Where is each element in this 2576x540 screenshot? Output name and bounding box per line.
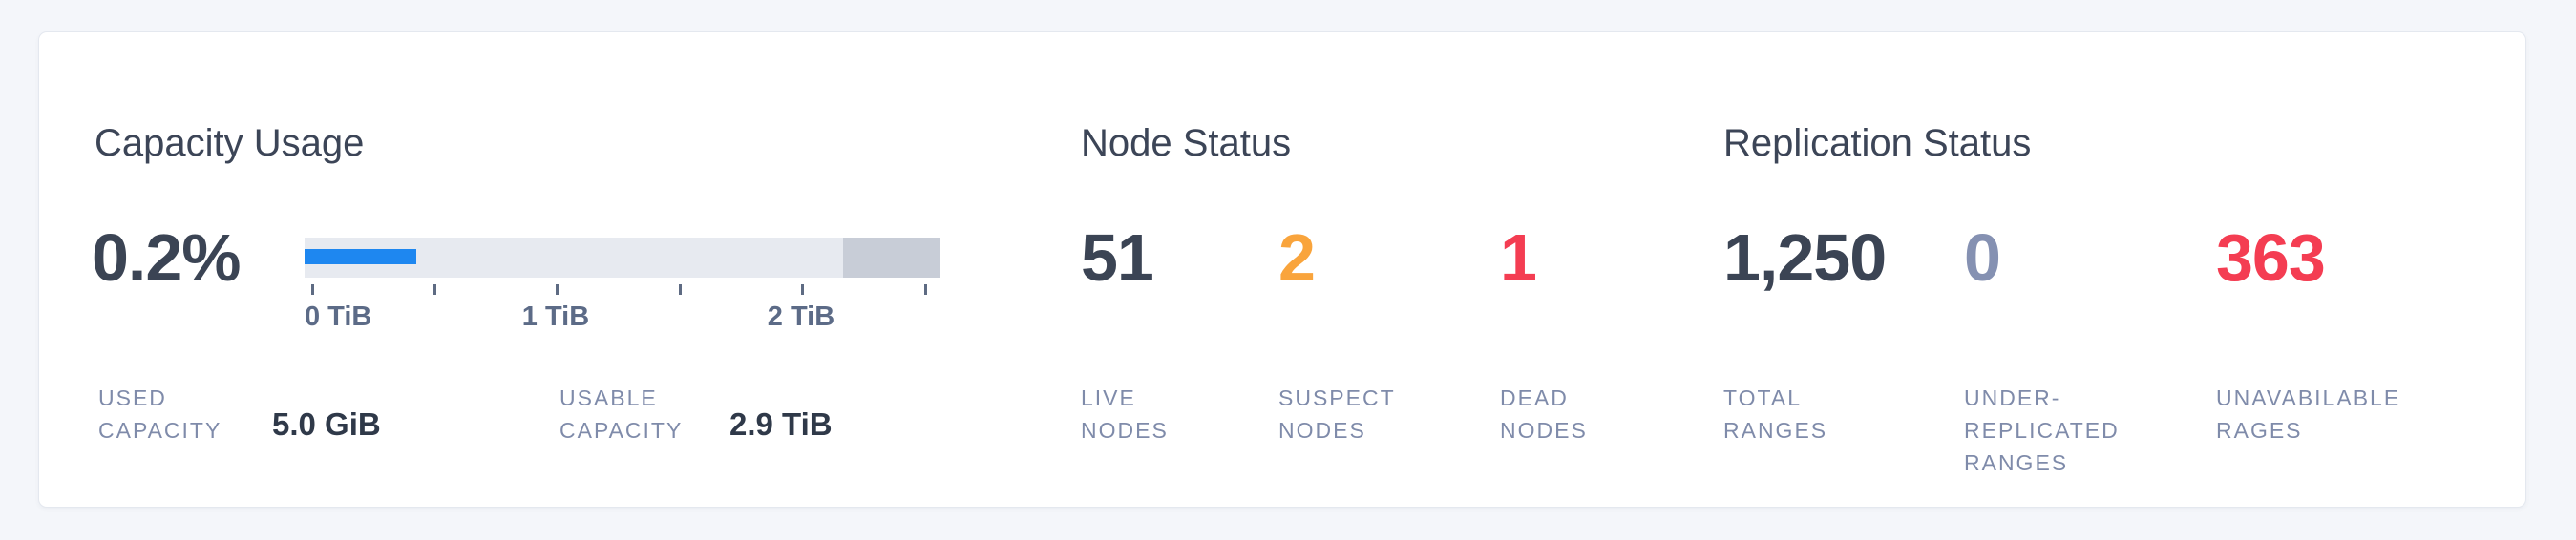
used-capacity-label: USED CAPACITY xyxy=(98,385,222,443)
capacity-bar-used-fill xyxy=(305,249,416,264)
dead-nodes-count: 1 xyxy=(1500,220,1537,295)
capacity-bar-track xyxy=(305,238,940,278)
capacity-usage-title: Capacity Usage xyxy=(95,122,365,164)
unavailable-ranges-count: 363 xyxy=(2216,220,2326,295)
total-ranges-label: TOTAL RANGES xyxy=(1723,385,1828,443)
unavailable-ranges-label: UNAVABILABLE RAGES xyxy=(2216,385,2401,443)
node-status-title: Node Status xyxy=(1081,122,1292,164)
suspect-nodes-label: SUSPECT NODES xyxy=(1278,385,1396,443)
under-replicated-ranges-label: UNDER- REPLICATED RANGES xyxy=(1964,385,2120,475)
usable-capacity-value: 2.9 TiB xyxy=(729,406,833,442)
axis-tick xyxy=(679,284,682,295)
total-ranges-count: 1,250 xyxy=(1723,220,1887,295)
used-capacity-value: 5.0 GiB xyxy=(272,406,381,442)
capacity-used-percent: 0.2% xyxy=(92,220,242,295)
axis-tick xyxy=(556,284,559,295)
axis-label-2tib: 2 TiB xyxy=(767,301,835,332)
axis-tick xyxy=(801,284,804,295)
cluster-overview-card: Capacity Usage 0.2% 0 TiB 1 TiB 2 TiB US… xyxy=(38,31,2526,508)
under-replicated-ranges-count: 0 xyxy=(1964,220,2001,295)
capacity-bar-reserved-segment xyxy=(843,238,940,278)
live-nodes-label: LIVE NODES xyxy=(1081,385,1169,443)
axis-label-0tib: 0 TiB xyxy=(305,301,372,332)
dead-nodes-label: DEAD NODES xyxy=(1500,385,1588,443)
axis-tick xyxy=(311,284,314,295)
axis-label-1tib: 1 TiB xyxy=(521,301,590,332)
axis-tick xyxy=(433,284,436,295)
axis-tick xyxy=(924,284,927,295)
replication-status-title: Replication Status xyxy=(1723,122,2032,164)
suspect-nodes-count: 2 xyxy=(1278,220,1316,295)
live-nodes-count: 51 xyxy=(1081,220,1154,295)
usable-capacity-label: USABLE CAPACITY xyxy=(560,385,684,443)
